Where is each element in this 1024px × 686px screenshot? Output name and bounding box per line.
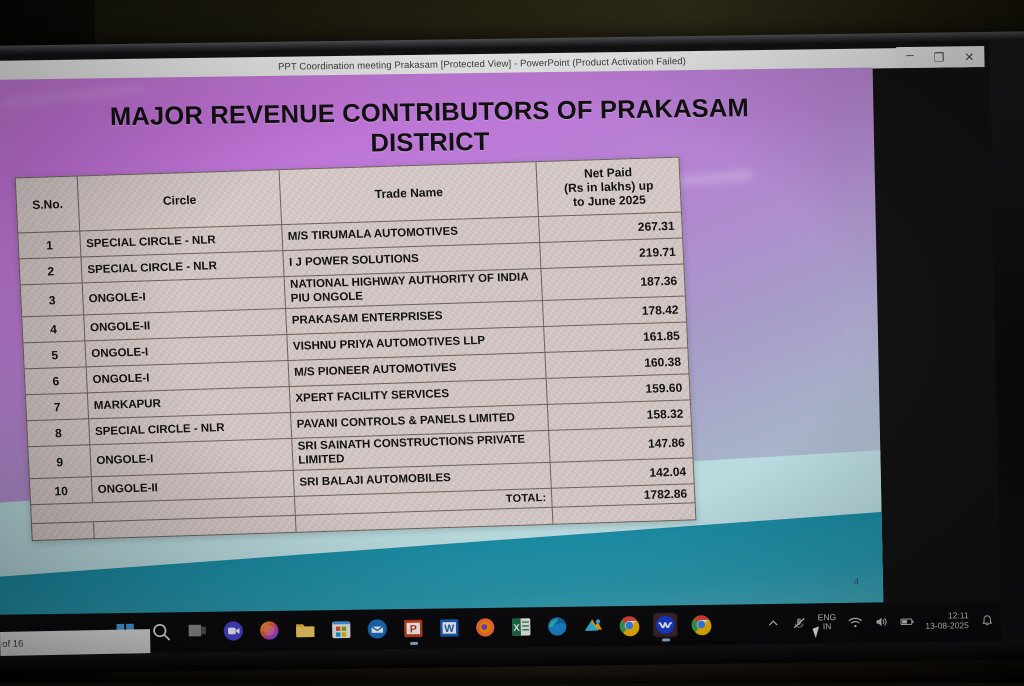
firefox-button[interactable]: [474, 615, 497, 638]
cell-sno: 7: [25, 393, 89, 421]
powerpoint-button[interactable]: P: [402, 616, 425, 639]
close-button[interactable]: ✕: [964, 51, 974, 63]
battery-icon[interactable]: [899, 613, 914, 628]
svg-text:X: X: [513, 622, 520, 633]
language-indicator[interactable]: ENG IN: [818, 613, 837, 632]
wifi-icon[interactable]: [847, 614, 862, 629]
screen: PPT Coordination meeting Prakasam [Prote…: [0, 41, 1001, 655]
outlook-button[interactable]: [366, 617, 389, 640]
photos-button[interactable]: [582, 614, 605, 637]
slide-canvas[interactable]: MAJOR REVENUE CONTRIBUTORS OF PRAKASAM D…: [0, 68, 884, 625]
svg-text:W: W: [444, 622, 454, 634]
cell-sno: 8: [27, 419, 91, 447]
revenue-table: S.No. Circle Trade Name Net Paid (Rs in …: [15, 157, 697, 542]
chrome-button[interactable]: [618, 613, 641, 636]
column-header-circle: Circle: [77, 170, 281, 231]
outer-status-bar: of 16: [0, 629, 150, 656]
column-header-trade-name: Trade Name: [279, 162, 538, 225]
webex-button[interactable]: [654, 613, 677, 636]
cell-sno: 1: [18, 231, 82, 259]
microsoft-store-button[interactable]: [330, 617, 353, 640]
desk-shadow: [0, 657, 1024, 683]
spacer-cell: [31, 522, 94, 541]
clock-date: 13-08-2025: [925, 620, 969, 631]
cell-net-paid: 147.86: [549, 426, 693, 462]
notifications-icon[interactable]: [980, 612, 995, 627]
page-title: MAJOR REVENUE CONTRIBUTORS OF PRAKASAM D…: [0, 92, 874, 164]
column-header-sno: S.No.: [15, 176, 80, 233]
search-button[interactable]: [150, 620, 173, 643]
cell-sno: 10: [29, 477, 93, 505]
task-view-button[interactable]: [186, 619, 209, 642]
microphone-muted-icon[interactable]: [792, 615, 807, 630]
clock-time: 12:11: [925, 610, 969, 621]
cell-sno: 5: [23, 341, 87, 369]
tray-overflow-button[interactable]: [766, 615, 781, 630]
revenue-table-container: S.No. Circle Trade Name Net Paid (Rs in …: [15, 157, 697, 542]
window-controls: – ❐ ✕: [896, 46, 984, 68]
restore-button[interactable]: ❐: [933, 51, 944, 63]
file-explorer-button[interactable]: [294, 618, 317, 641]
meet-button[interactable]: [222, 619, 245, 642]
excel-button[interactable]: X: [510, 615, 533, 638]
cell-sno: 3: [20, 283, 84, 317]
cell-net-paid: 187.36: [541, 264, 685, 300]
clock[interactable]: 12:11 13-08-2025: [925, 610, 969, 632]
system-tray: ENG IN 12:11 13-08-2025: [765, 603, 995, 640]
cell-sno: 9: [28, 445, 92, 479]
net-paid-line-3: to June 2025: [542, 192, 676, 210]
cell-sno: 4: [22, 315, 86, 343]
taskbar-app-icons: P W X: [113, 607, 713, 649]
taskbar-running-indicator: [410, 642, 418, 645]
chrome-2-button[interactable]: [690, 612, 713, 635]
slide-count-text: of 16: [2, 638, 23, 649]
taskbar-running-indicator: [662, 638, 670, 641]
copilot-button[interactable]: [258, 618, 281, 641]
word-button[interactable]: W: [438, 616, 461, 639]
edge-button[interactable]: [546, 614, 569, 637]
svg-text:P: P: [410, 623, 417, 635]
column-header-net-paid: Net Paid (Rs in lakhs) up to June 2025: [536, 157, 681, 216]
window-title: PPT Coordination meeting Prakasam [Prote…: [278, 56, 686, 73]
cell-sno: 2: [19, 257, 83, 285]
slide-number: 4: [854, 577, 859, 587]
volume-icon[interactable]: [873, 614, 888, 629]
cell-sno: 6: [24, 367, 88, 395]
minimize-button[interactable]: –: [906, 48, 913, 61]
monitor: PPT Coordination meeting Prakasam [Prote…: [0, 31, 1024, 686]
